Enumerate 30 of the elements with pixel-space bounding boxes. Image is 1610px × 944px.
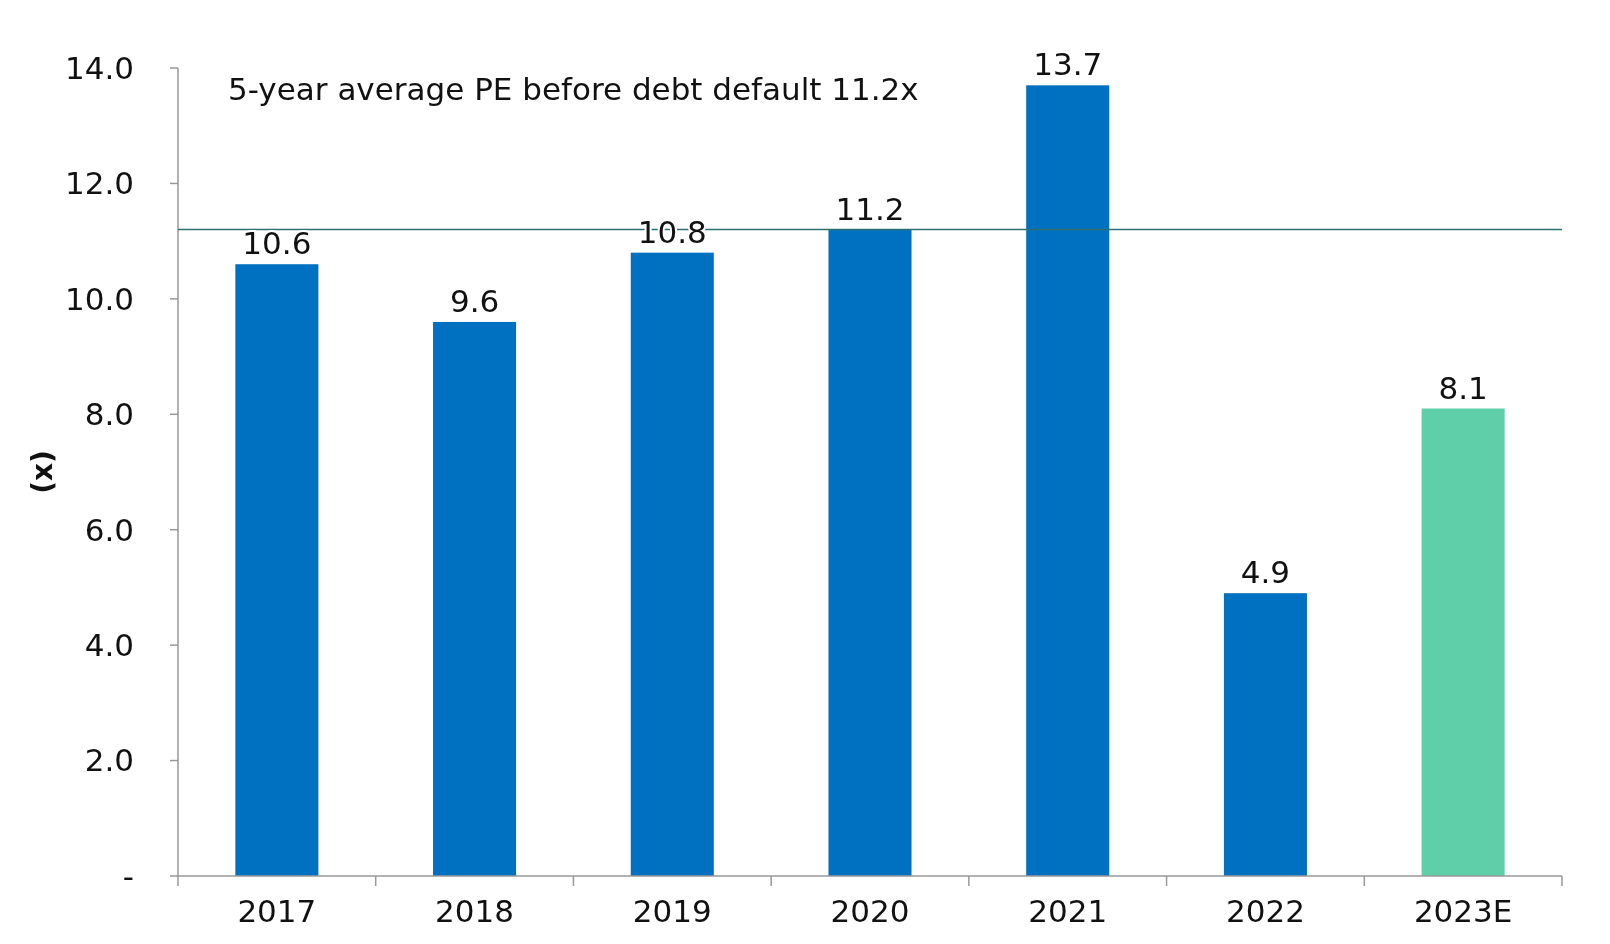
bar [630, 252, 714, 876]
bar [1223, 593, 1307, 876]
data-label: 11.2 [835, 190, 905, 227]
data-label: 4.9 [1240, 554, 1291, 591]
x-tick-label: 2020 [830, 893, 910, 929]
y-axis-title: (x) [26, 450, 59, 494]
bar [235, 264, 319, 876]
y-tick-label: - [122, 857, 134, 894]
y-tick-label: 12.0 [64, 165, 134, 202]
y-tick-label: 4.0 [84, 626, 134, 663]
x-tick-label: 2023E [1413, 893, 1513, 929]
y-tick-label: 10.0 [64, 280, 134, 317]
y-tick-label: 2.0 [84, 742, 134, 779]
y-tick-label: 8.0 [84, 396, 134, 433]
bar [1421, 408, 1505, 876]
bar [1026, 85, 1110, 876]
x-tick-label: 2019 [632, 893, 712, 929]
data-label: 10.6 [242, 225, 312, 262]
data-label: 9.6 [449, 282, 500, 319]
bar [433, 321, 517, 876]
x-tick-label: 2022 [1225, 893, 1305, 929]
x-tick-label: 2017 [237, 893, 317, 929]
data-label: 8.1 [1438, 369, 1488, 406]
y-tick-label: 14.0 [64, 49, 134, 86]
data-label: 13.7 [1033, 46, 1103, 83]
annotation: 5-year average PE before debt default 11.2x [228, 71, 919, 107]
x-tick-label: 2018 [435, 893, 515, 929]
y-tick-label: 6.0 [84, 511, 134, 548]
x-tick-label: 2021 [1028, 893, 1108, 929]
bar [828, 229, 912, 876]
